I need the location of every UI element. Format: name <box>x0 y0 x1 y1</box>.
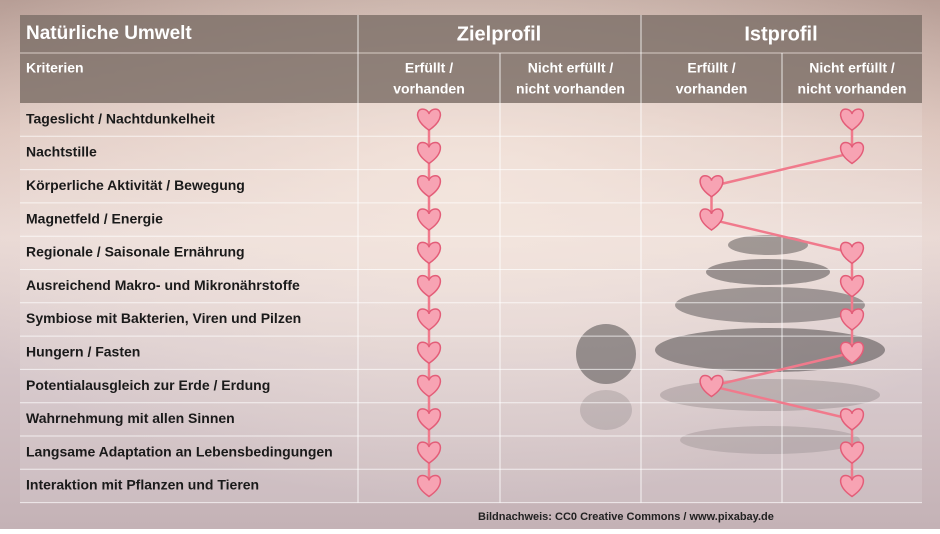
heart <box>699 174 724 198</box>
heart <box>839 241 865 265</box>
row-label: Magnetfeld / Energie <box>26 210 163 226</box>
heart <box>699 374 724 398</box>
row-background <box>20 369 922 403</box>
heart <box>839 441 865 465</box>
heart <box>839 274 865 298</box>
row-background <box>20 302 922 337</box>
column-label: nicht vorhanden <box>798 81 907 97</box>
connector <box>711 351 853 388</box>
heart <box>839 474 865 498</box>
column-label: Nicht erfüllt / <box>809 60 895 76</box>
group-label: Zielprofil <box>457 23 541 45</box>
heart <box>416 374 442 398</box>
row-background <box>20 236 922 270</box>
row-label: Symbiose mit Bakterien, Viren und Pilzen <box>26 310 301 326</box>
row-label: Hungern / Fasten <box>26 343 140 359</box>
row-label: Wahrnehmung mit allen Sinnen <box>26 410 235 426</box>
row-label: Tageslicht / Nachtdunkelheit <box>26 110 215 126</box>
row-label: Körperliche Aktivität / Bewegung <box>26 177 245 193</box>
row-background <box>20 469 922 503</box>
heart <box>416 108 442 132</box>
row-label: Nachtstille <box>26 144 97 160</box>
heart <box>416 408 442 431</box>
row-background <box>20 336 922 370</box>
row-label: Langsame Adaptation an Lebensbedingungen <box>26 443 333 459</box>
heart <box>416 208 442 231</box>
heart <box>416 341 442 365</box>
heart <box>416 241 442 265</box>
group-label: Istprofil <box>744 23 817 45</box>
column-label: vorhanden <box>676 81 748 97</box>
heart <box>839 108 865 132</box>
row-label: Potentialausgleich zur Erde / Erdung <box>26 377 270 393</box>
column-label: Erfüllt / <box>687 60 735 76</box>
heart <box>416 174 442 198</box>
column-label: Kriterien <box>26 60 84 76</box>
table-title: Natürliche Umwelt <box>26 23 192 44</box>
heart <box>416 141 442 165</box>
row-label: Interaktion mit Pflanzen und Tieren <box>26 477 259 493</box>
row-background <box>20 169 922 203</box>
row-background <box>20 402 922 436</box>
heart <box>839 308 865 331</box>
credit: Bildnachweis: CC0 Creative Commons / www… <box>478 511 774 523</box>
heart <box>416 308 442 331</box>
heart <box>839 341 865 365</box>
column-label: Erfüllt / <box>405 60 453 76</box>
column-label: Nicht erfüllt / <box>528 60 614 76</box>
heart <box>839 141 865 165</box>
heart <box>416 274 442 298</box>
row-background <box>20 202 922 237</box>
connector <box>711 151 853 188</box>
row-background <box>20 103 922 137</box>
header-band <box>20 15 922 103</box>
heart <box>699 208 724 231</box>
row-background <box>20 136 922 170</box>
heart <box>416 474 442 498</box>
row-label: Regionale / Saisonale Ernährung <box>26 244 245 260</box>
connector <box>711 384 853 421</box>
row-background <box>20 436 922 470</box>
connector <box>711 218 853 255</box>
heart <box>416 441 442 465</box>
heart <box>839 408 865 431</box>
row-background <box>20 269 922 303</box>
column-label: nicht vorhanden <box>516 81 625 97</box>
row-label: Ausreichend Makro- und Mikronährstoffe <box>26 277 300 293</box>
column-label: vorhanden <box>393 81 465 97</box>
